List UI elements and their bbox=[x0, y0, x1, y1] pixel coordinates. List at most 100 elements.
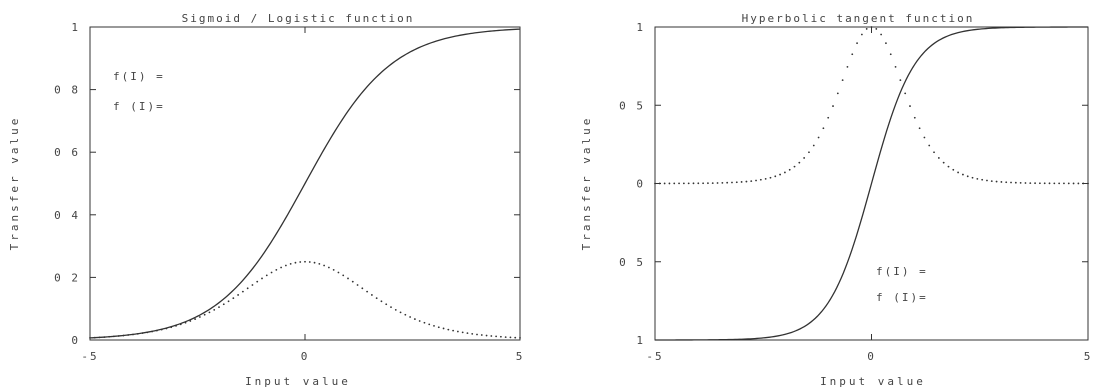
series-point bbox=[947, 165, 950, 168]
series-point bbox=[913, 116, 916, 119]
series-point bbox=[1063, 182, 1065, 185]
series-point bbox=[726, 181, 729, 184]
series-point bbox=[971, 176, 974, 179]
series-point bbox=[836, 92, 839, 95]
series-point bbox=[146, 331, 149, 334]
series-point bbox=[1014, 181, 1017, 184]
series-point bbox=[1077, 182, 1080, 185]
series-point bbox=[846, 65, 849, 68]
series-point bbox=[986, 179, 988, 182]
series-point bbox=[127, 334, 130, 336]
annotation-text: f(I) = bbox=[113, 70, 165, 83]
series-point bbox=[909, 105, 911, 107]
series-point bbox=[112, 335, 115, 338]
annotation-text: f(I) = bbox=[876, 265, 928, 278]
y-tick-label: 0 2 bbox=[54, 271, 80, 284]
series-point bbox=[179, 323, 182, 326]
series-point bbox=[1043, 182, 1046, 185]
series-point bbox=[471, 332, 474, 335]
series-point bbox=[1000, 181, 1003, 183]
series-point bbox=[89, 337, 91, 339]
series-point bbox=[1019, 181, 1022, 184]
series-point bbox=[175, 324, 177, 327]
series-point bbox=[899, 79, 902, 82]
series-point bbox=[707, 182, 709, 185]
series-point bbox=[663, 182, 666, 185]
chart-tanh bbox=[654, 26, 1089, 341]
series-point bbox=[755, 179, 757, 182]
series-point bbox=[342, 274, 345, 277]
series-point bbox=[132, 333, 134, 336]
series-point bbox=[990, 180, 993, 183]
series-point bbox=[170, 326, 173, 329]
series-point bbox=[380, 300, 383, 303]
series-point bbox=[966, 175, 969, 178]
chart-title: Sigmoid / Logistic function bbox=[182, 12, 415, 25]
series-point bbox=[952, 168, 955, 171]
y-tick-label: 1 bbox=[636, 334, 645, 347]
series-point bbox=[928, 144, 931, 147]
series-point bbox=[289, 262, 292, 265]
series-point bbox=[731, 181, 733, 184]
series-point bbox=[256, 280, 259, 283]
series-point bbox=[294, 261, 297, 264]
series-point bbox=[889, 53, 892, 56]
x-tick-label: 0 bbox=[301, 350, 310, 363]
series-point bbox=[697, 182, 700, 185]
series-point bbox=[232, 297, 235, 300]
x-axis-label: Input value bbox=[820, 375, 926, 388]
series-point bbox=[337, 271, 340, 274]
x-tick-label: 5 bbox=[1084, 350, 1093, 363]
series-point bbox=[323, 264, 326, 267]
series-point bbox=[1087, 182, 1089, 185]
series-point bbox=[514, 336, 517, 339]
series-point bbox=[817, 136, 820, 139]
series-point bbox=[251, 284, 254, 286]
series-point bbox=[1072, 182, 1075, 185]
series-point bbox=[347, 277, 349, 280]
series-point bbox=[409, 316, 412, 318]
series-point bbox=[437, 326, 440, 329]
series-point bbox=[1024, 182, 1027, 184]
series-point bbox=[784, 171, 786, 174]
series-point bbox=[668, 182, 671, 185]
series-point bbox=[721, 181, 724, 184]
y-tick-label: 1 bbox=[71, 21, 80, 34]
x-tick-label: -5 bbox=[646, 350, 663, 363]
series-point bbox=[1034, 182, 1036, 185]
series-point bbox=[93, 336, 96, 339]
y-tick-label: 0 bbox=[636, 178, 645, 191]
series-point bbox=[923, 136, 926, 139]
series-point bbox=[798, 161, 801, 164]
x-tick-label: -5 bbox=[81, 350, 98, 363]
series-point bbox=[692, 182, 695, 185]
series-point bbox=[122, 334, 125, 337]
series-point bbox=[918, 127, 921, 130]
series-point bbox=[509, 336, 512, 339]
series-point bbox=[418, 320, 421, 322]
series-point bbox=[151, 330, 154, 333]
series-point bbox=[962, 173, 964, 176]
series-point bbox=[117, 335, 120, 337]
series-point bbox=[413, 318, 416, 320]
series-point bbox=[735, 181, 738, 184]
series-point bbox=[184, 321, 187, 324]
series-point bbox=[108, 335, 111, 338]
series-point bbox=[880, 33, 883, 36]
series-point bbox=[654, 182, 656, 185]
series-point bbox=[452, 329, 455, 332]
series-point bbox=[875, 28, 878, 30]
series-point bbox=[870, 26, 873, 28]
series-point bbox=[860, 33, 863, 36]
series-point bbox=[865, 28, 868, 30]
series-point bbox=[313, 261, 316, 264]
series-point bbox=[136, 332, 139, 335]
series-point bbox=[98, 336, 101, 339]
series-point bbox=[218, 306, 220, 309]
series-dotted bbox=[654, 26, 1089, 185]
series-point bbox=[332, 268, 335, 271]
series-point bbox=[222, 303, 225, 306]
series-point bbox=[308, 261, 311, 263]
series-point bbox=[779, 173, 781, 176]
series-point bbox=[423, 321, 426, 324]
